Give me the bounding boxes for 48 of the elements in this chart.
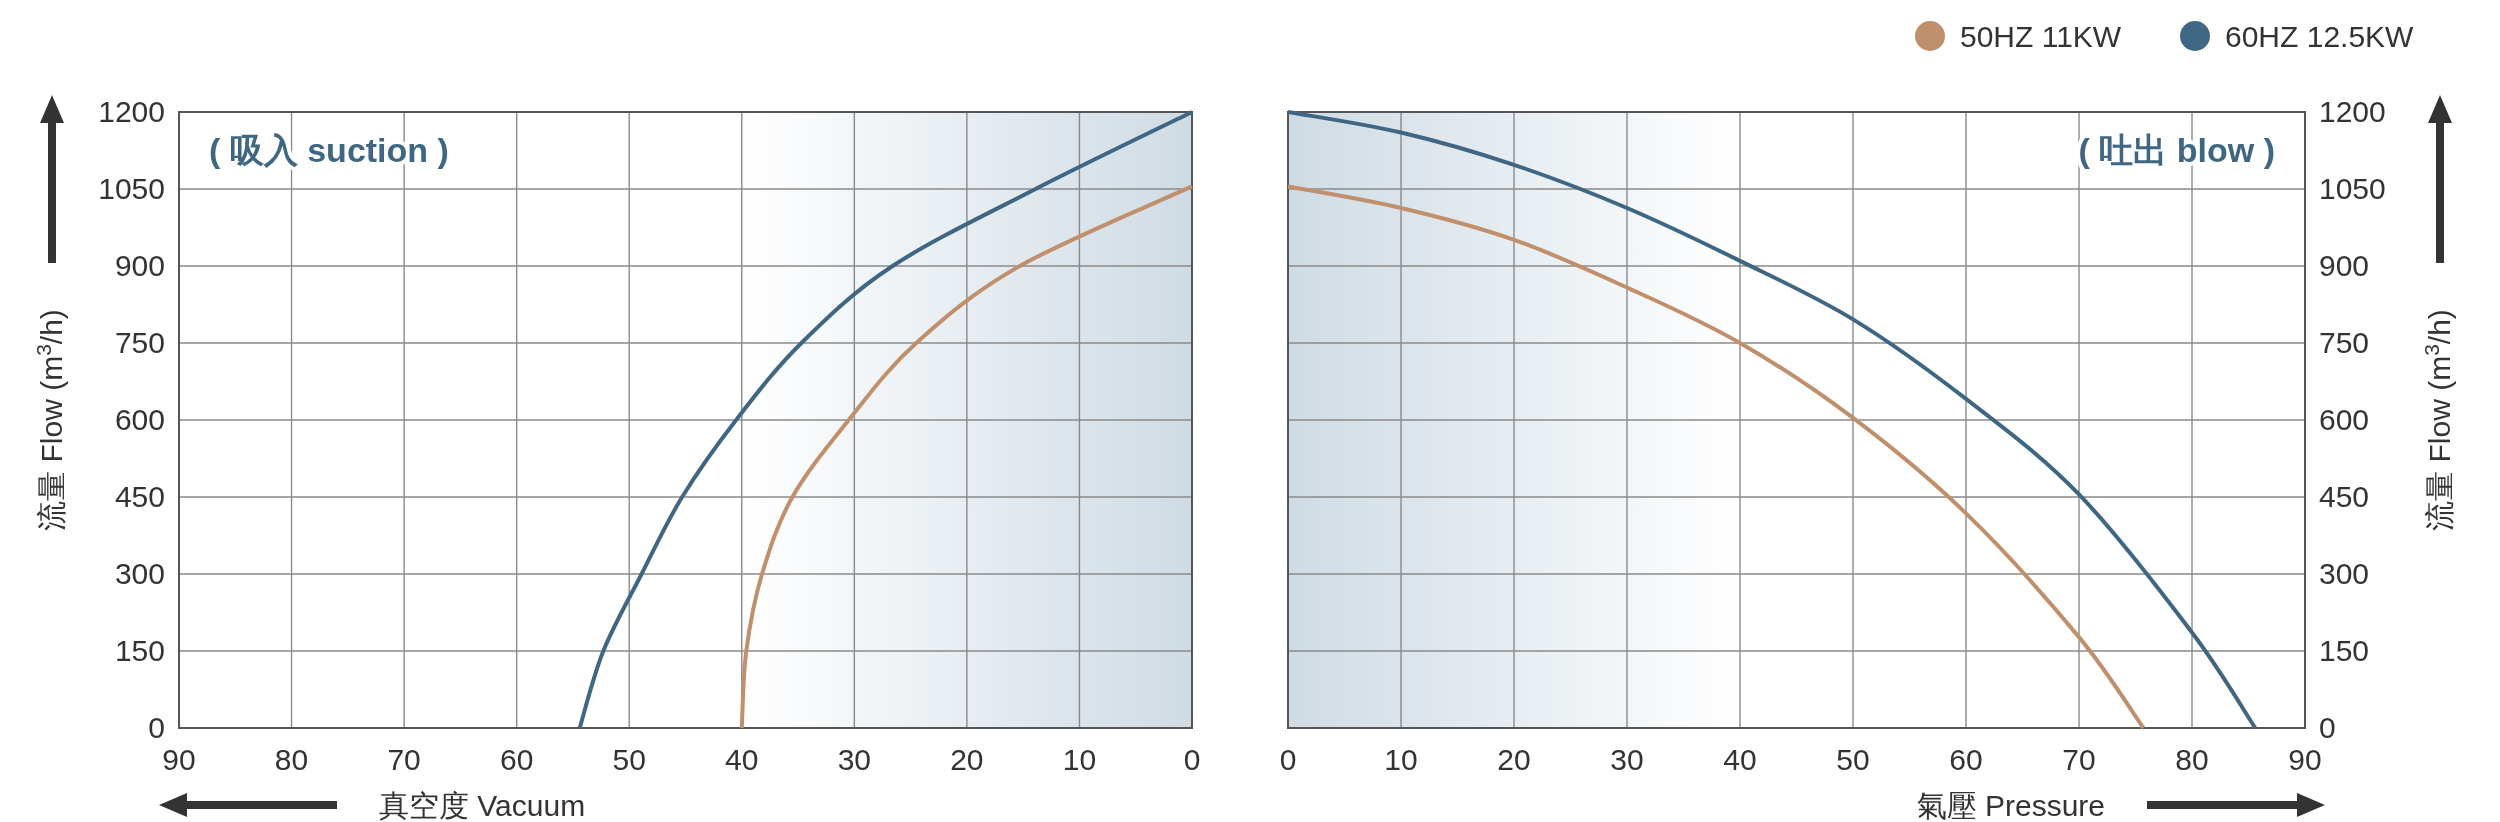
- legend-label: 50HZ 11KW: [1960, 20, 2122, 53]
- x-tick-label: 40: [725, 743, 759, 776]
- x-tick-label: 30: [1610, 743, 1644, 776]
- x-tick-label: 20: [950, 743, 984, 776]
- y-tick-label: 0: [2319, 711, 2336, 744]
- x-axis-title: 氣壓 Pressure: [1916, 789, 2105, 822]
- y-tick-label: 0: [148, 711, 165, 744]
- x-tick-label: 80: [274, 743, 309, 776]
- x-tick-label: 20: [1497, 743, 1531, 776]
- y-tick-label: 600: [2319, 403, 2370, 436]
- y-tick-label: 1200: [98, 95, 165, 128]
- x-tick-label: 0: [1183, 743, 1201, 776]
- legend-item: 50HZ 11KW: [1915, 20, 2122, 53]
- x-tick-label: 30: [837, 743, 872, 776]
- x-tick-label: 40: [1723, 743, 1757, 776]
- y-tick-label: 1050: [2319, 172, 2386, 205]
- y-tick-label: 300: [114, 557, 165, 590]
- y-tick-label: 150: [114, 634, 165, 667]
- y-tick-label: 900: [114, 249, 165, 282]
- x-tick-label: 90: [2288, 743, 2322, 776]
- y-tick-label: 750: [114, 326, 165, 359]
- x-tick-label: 50: [612, 743, 646, 776]
- y-tick-label: 750: [2319, 326, 2370, 359]
- x-tick-label: 10: [1062, 743, 1097, 776]
- x-tick-label: 70: [2062, 743, 2096, 776]
- y-tick-label: 1050: [98, 172, 165, 205]
- y-tick-label: 150: [2319, 634, 2370, 667]
- y-tick-label: 900: [2319, 249, 2370, 282]
- x-tick-label: 70: [387, 743, 421, 776]
- x-tick-label: 0: [1279, 743, 1297, 776]
- y-tick-label: 600: [114, 403, 165, 436]
- x-axis-title: 真空度 Vacuum: [379, 789, 586, 822]
- legend-label: 60HZ 12.5KW: [2225, 20, 2415, 53]
- legend-item: 60HZ 12.5KW: [2180, 20, 2414, 53]
- x-tick-label: 60: [499, 743, 534, 776]
- x-tick-label: 10: [1384, 743, 1418, 776]
- x-tick-label: 60: [1949, 743, 1983, 776]
- y-tick-label: 450: [2319, 480, 2370, 513]
- y-tick-label: 300: [2319, 557, 2370, 590]
- line-series: [1286, 110, 2258, 730]
- x-tick-label: 50: [1836, 743, 1870, 776]
- annotation: ( 吐出 blow ): [2078, 131, 2275, 169]
- x-tick-label: 80: [2175, 743, 2209, 776]
- y-tick-label: 450: [114, 480, 165, 513]
- line-series: [577, 110, 1194, 730]
- line-series: [1286, 184, 2146, 730]
- x-tick-label: 90: [162, 743, 196, 776]
- y-tick-label: 1200: [2319, 95, 2386, 128]
